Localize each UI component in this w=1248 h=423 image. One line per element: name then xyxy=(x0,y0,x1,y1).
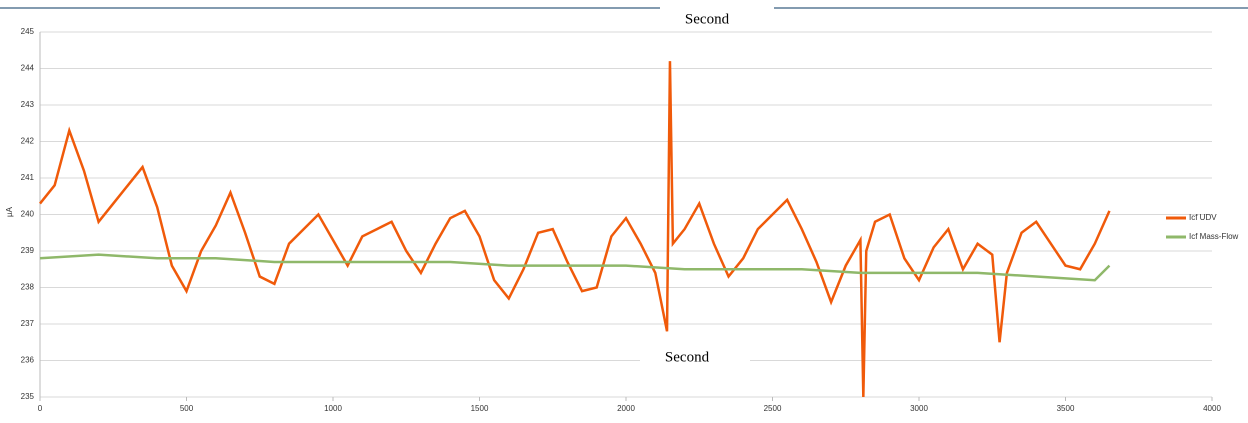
legend-label: Icf Mass-Flow xyxy=(1189,232,1239,241)
y-tick-label: 238 xyxy=(21,283,35,292)
x-tick-label: 0 xyxy=(38,404,43,413)
x-tick-label: 2000 xyxy=(617,404,635,413)
chart-title: Second xyxy=(685,11,730,27)
y-tick-label: 245 xyxy=(21,27,35,36)
x-tick-label: 2500 xyxy=(764,404,782,413)
y-tick-label: 236 xyxy=(21,356,35,365)
y-tick-label: 239 xyxy=(21,246,35,255)
y-axis-label: µA xyxy=(5,206,14,217)
x-tick-label: 1500 xyxy=(471,404,489,413)
y-tick-label: 237 xyxy=(21,319,35,328)
legend-label: Icf UDV xyxy=(1189,213,1217,222)
x-tick-label: 3500 xyxy=(1057,404,1075,413)
y-tick-label: 244 xyxy=(21,64,35,73)
x-tick-label: 3000 xyxy=(910,404,928,413)
x-axis-label: Second xyxy=(665,349,710,365)
x-tick-label: 4000 xyxy=(1203,404,1221,413)
label-backdrop xyxy=(640,346,750,370)
x-tick-label: 1000 xyxy=(324,404,342,413)
plot-area: 235 236 237 238 239 240 241 242 243 244 245 0 500 100… xyxy=(21,27,1239,413)
y-tick-label: 241 xyxy=(21,173,35,182)
y-tick-label: 242 xyxy=(21,137,35,146)
series-line xyxy=(39,253,1111,282)
x-tick-label: 500 xyxy=(180,404,194,413)
y-tick-label: 240 xyxy=(21,210,35,219)
y-tick-label: 243 xyxy=(21,100,35,109)
series-line xyxy=(39,61,1111,398)
y-tick-label: 235 xyxy=(21,392,35,401)
